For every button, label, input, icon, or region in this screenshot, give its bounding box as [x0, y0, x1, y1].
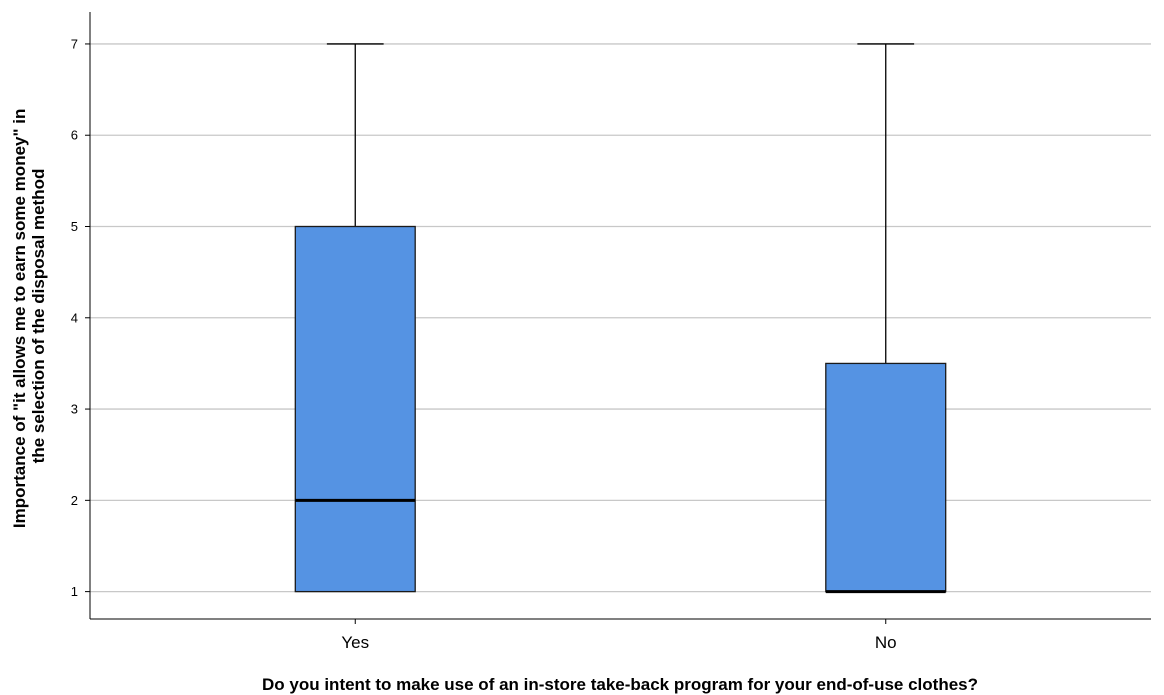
- y-tick-label: 5: [71, 219, 78, 234]
- gridlines: [90, 43, 1151, 593]
- x-category-label: Yes: [341, 633, 369, 652]
- box-yes: [294, 43, 416, 593]
- y-tick-label: 4: [71, 310, 78, 325]
- y-tick-label: 7: [71, 36, 78, 51]
- y-tick-label: 3: [71, 402, 78, 417]
- y-tick-labels: 1 2 3 4 5 6 7: [71, 36, 90, 599]
- boxes: [294, 43, 947, 594]
- y-tick-label: 6: [71, 128, 78, 143]
- box-iqr: [825, 362, 947, 593]
- x-category-label: No: [875, 633, 897, 652]
- y-tick-label: 2: [71, 493, 78, 508]
- y-axis-title-line-1: Importance of "it allows me to earn some…: [10, 109, 29, 529]
- box-no: [825, 43, 947, 594]
- y-axis-title-line-2: the selection of the disposal method: [29, 169, 48, 464]
- x-axis-title: Do you intent to make use of an in-store…: [262, 675, 978, 694]
- box-iqr: [294, 225, 416, 593]
- x-category-labels: Yes No: [341, 619, 897, 652]
- y-tick-label: 1: [71, 584, 78, 599]
- y-axis-title: Importance of "it allows me to earn some…: [10, 104, 48, 528]
- axes: [89, 12, 1151, 620]
